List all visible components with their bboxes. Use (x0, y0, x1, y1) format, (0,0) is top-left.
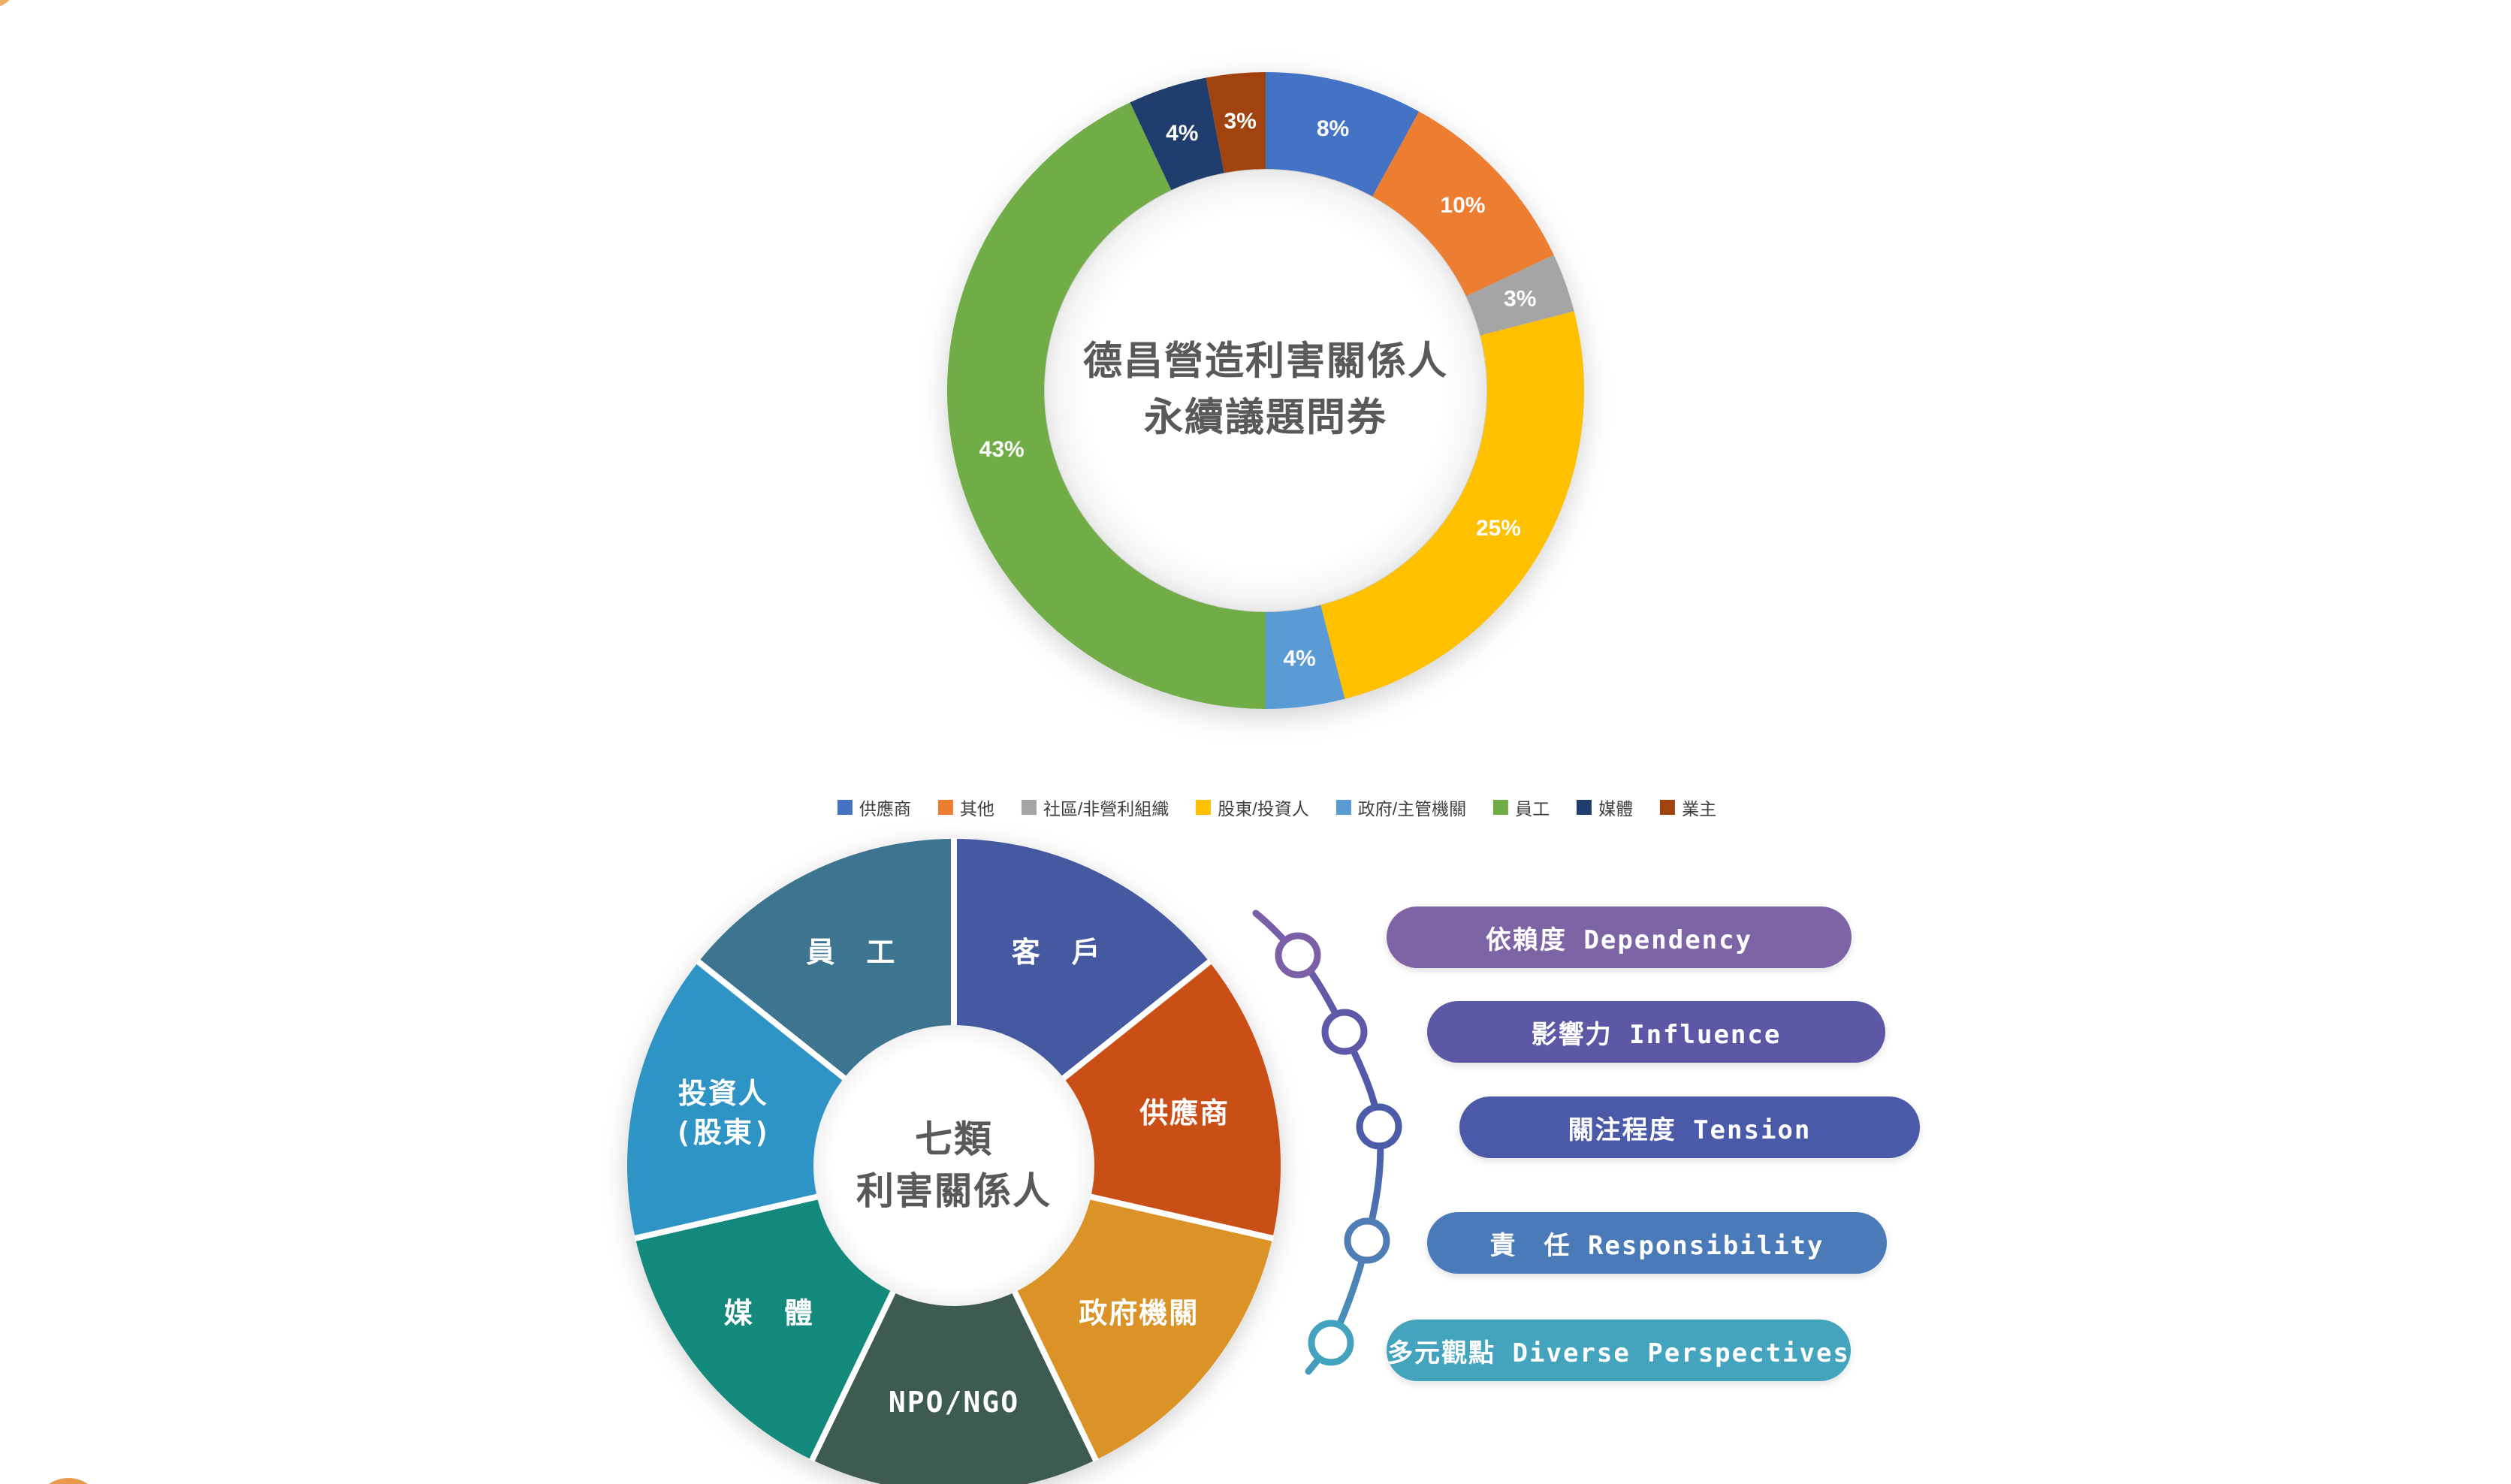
legend-swatch-icon (1335, 800, 1351, 815)
pie-segment-label-3: NPO/NGO (889, 1386, 1019, 1419)
criterion-pill-4: 多元觀點 Diverse Perspectives (1387, 1320, 1851, 1381)
legend-swatch-icon (1021, 800, 1037, 815)
criterion-pill-2: 關注程度 Tension (1459, 1096, 1920, 1158)
criterion-pill-0: 依賴度 Dependency (1387, 906, 1852, 968)
pie-segment-label-4: 媒 體 (724, 1296, 814, 1329)
legend-swatch-icon (1660, 800, 1676, 815)
connector-node-0 (1275, 932, 1321, 979)
legend-item-7: 業主 (1660, 795, 1716, 820)
pie-segment-label-0: 客 戶 (1012, 936, 1102, 969)
donut-segment-0 (1266, 72, 1420, 197)
pie-title-line2: 利害關係人 (856, 1170, 1052, 1212)
criteria-connector (1252, 909, 1402, 1375)
donut-segment-2 (1465, 255, 1574, 336)
legend-swatch-icon (1196, 800, 1212, 815)
criterion-pill-1: 影響力 Influence (1427, 1001, 1885, 1063)
pie-segment-label-2: 政府機關 (1079, 1296, 1199, 1329)
legend-item-4: 政府/主管機關 (1335, 795, 1467, 820)
pie-center-title: 七類 利害關係人 (856, 1114, 1052, 1217)
legend-item-2: 社區/非營利組織 (1021, 795, 1169, 820)
legend-item-0: 供應商 (837, 795, 911, 820)
donut-data-label-6: 4% (1166, 121, 1198, 146)
legend-item-1: 其他 (937, 795, 994, 820)
donut-data-label-3: 25% (1476, 516, 1521, 541)
donut-hole (1045, 170, 1486, 611)
legend-label: 業主 (1682, 799, 1717, 819)
donut-title-line2: 永續議題問券 (1143, 397, 1388, 440)
donut-title-line1: 德昌營造利害關係人 (1082, 339, 1449, 384)
pie-segment-label-5: (股東) (675, 1116, 772, 1149)
pie-segment-label-1: 供應商 (1139, 1096, 1230, 1130)
donut-chart: 8% 10% 3% 25% 4% 43% 4% 3% (947, 72, 1584, 709)
legend-item-5: 員工 (1493, 795, 1550, 820)
legend-label: 政府/主管機關 (1357, 799, 1467, 819)
donut-data-label-5: 43% (979, 437, 1025, 462)
pie-segment-label-5: 投資人 (678, 1077, 768, 1110)
legend-swatch-icon (837, 800, 853, 815)
legend-label: 其他 (959, 799, 994, 819)
legend-label: 供應商 (859, 799, 911, 819)
legend-swatch-icon (1493, 800, 1509, 815)
donut-data-label-0: 8% (1317, 116, 1349, 141)
donut-segment-5 (947, 102, 1266, 709)
connector-node-4 (1308, 1320, 1354, 1366)
decorative-circle-bottom-left (49, 1478, 88, 1484)
legend-item-6: 媒體 (1577, 795, 1633, 820)
donut-segment-7 (1206, 72, 1266, 173)
donut-segment-1 (1372, 111, 1554, 297)
legend-label: 股東/投資人 (1218, 799, 1309, 819)
legend-swatch-icon (1577, 800, 1592, 815)
pie-title-line1: 七類 (915, 1118, 993, 1160)
pie-segment-label-6: 員 工 (806, 936, 896, 969)
pie-center-circle (813, 1025, 1094, 1306)
connector-node-2 (1356, 1103, 1402, 1150)
connector-node-1 (1321, 1009, 1368, 1055)
donut-segment-4 (1266, 605, 1345, 709)
donut-data-label-7: 3% (1224, 109, 1256, 134)
criterion-pill-3: 責 任 Responsibility (1427, 1212, 1887, 1274)
legend-label: 員工 (1515, 799, 1550, 819)
donut-center-title: 德昌營造利害關係人 永續議題問券 (1083, 334, 1448, 448)
legend-item-3: 股東/投資人 (1196, 795, 1309, 820)
donut-segment-3 (1320, 311, 1584, 699)
donut-data-label-2: 3% (1504, 287, 1536, 312)
legend-label: 社區/非營利組織 (1043, 799, 1169, 819)
donut-legend: 供應商 其他 社區/非營利組織 股東/投資人 政府/主管機關 員工 媒體 業主 (837, 795, 1716, 820)
donut-data-label-4: 4% (1283, 647, 1315, 671)
decorative-circle-top-left (0, 0, 10, 7)
legend-label: 媒體 (1598, 799, 1634, 819)
donut-data-label-1: 10% (1440, 193, 1485, 218)
donut-segment-6 (1130, 77, 1224, 191)
legend-swatch-icon (937, 800, 953, 815)
connector-node-3 (1344, 1217, 1390, 1264)
pie-segment-3 (812, 1166, 1096, 1484)
